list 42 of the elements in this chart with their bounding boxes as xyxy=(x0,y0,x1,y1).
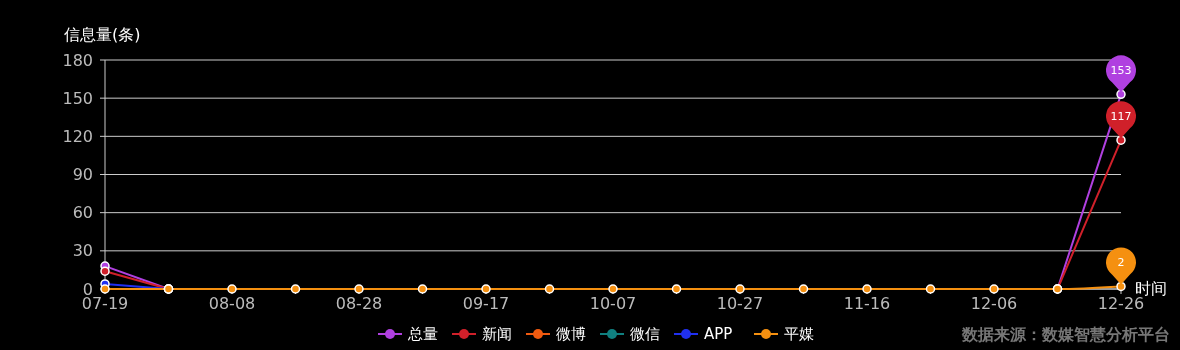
legend-label: 总量 xyxy=(407,325,438,344)
x-tick-label: 11-16 xyxy=(843,294,891,313)
point xyxy=(227,284,237,294)
point xyxy=(925,284,936,294)
x-tick-label: 12-06 xyxy=(970,294,1018,313)
x-tick-label: 08-08 xyxy=(208,294,256,313)
legend-label: APP xyxy=(704,325,733,344)
legend-label: 微信 xyxy=(630,325,660,344)
point xyxy=(544,284,555,294)
point xyxy=(290,284,301,294)
x-tick-label: 09-17 xyxy=(462,294,510,313)
y-tick-label: 60 xyxy=(72,203,93,223)
y-tick-label: 120 xyxy=(62,126,93,146)
point xyxy=(989,284,999,294)
point xyxy=(671,284,682,294)
x-tick-label: 10-07 xyxy=(589,294,637,313)
y-tick-label: 30 xyxy=(72,241,93,261)
point xyxy=(862,284,872,294)
y-tick-label: 150 xyxy=(62,88,93,108)
point xyxy=(1116,281,1126,292)
source-note: 数据来源：数媒智慧分析平台 xyxy=(961,324,1170,344)
y-tick-label: 180 xyxy=(62,50,93,70)
point xyxy=(481,284,491,294)
data-label: 153 xyxy=(1110,64,1132,78)
y-axis-title: 信息量(条) xyxy=(64,25,141,44)
y-tick-label: 90 xyxy=(72,165,93,185)
point xyxy=(417,284,428,294)
point xyxy=(798,284,809,294)
x-tick-label: 10-27 xyxy=(716,294,764,313)
point xyxy=(735,284,745,294)
point xyxy=(608,284,618,294)
point xyxy=(1116,89,1126,100)
legend-label: 微博 xyxy=(556,325,586,344)
legend-label: 新闻 xyxy=(482,325,512,344)
point xyxy=(354,284,364,294)
x-tick-label: 08-28 xyxy=(335,294,383,313)
x-tick-label: 07-19 xyxy=(81,294,129,313)
data-label: 117 xyxy=(1110,110,1132,123)
data-label: 2 xyxy=(1117,256,1125,270)
legend-label: 平媒 xyxy=(784,325,814,344)
point xyxy=(1116,135,1126,145)
point xyxy=(100,266,110,276)
